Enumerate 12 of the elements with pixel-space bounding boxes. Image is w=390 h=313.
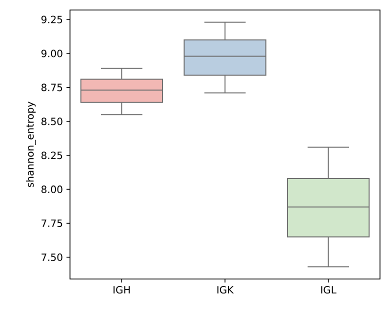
- y-tick-label: 8.25: [41, 152, 62, 160]
- y-axis-title: shannon_entropy: [26, 102, 36, 188]
- y-tick-label: 7.50: [42, 253, 62, 262]
- x-tick-label: IGH: [114, 286, 130, 294]
- x-tick-label: IGL: [321, 286, 336, 294]
- y-tick-label: 9.25: [41, 16, 62, 24]
- y-tick-label: 9.00: [41, 50, 62, 58]
- y-tick-label: 8.75: [41, 84, 62, 92]
- y-tick-label: 8.50: [41, 118, 62, 126]
- y-tick-label: 7.75: [42, 220, 62, 227]
- x-tick-label: IGK: [217, 286, 234, 294]
- y-tick-label: 8.00: [41, 186, 62, 194]
